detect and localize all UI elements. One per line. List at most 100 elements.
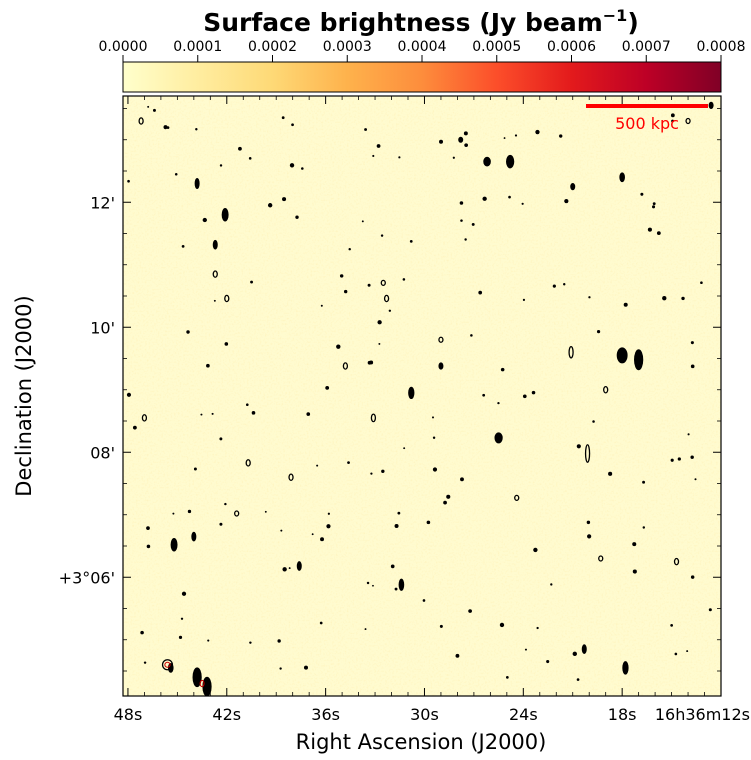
noise-contour-dot xyxy=(522,394,527,399)
noise-contour-dot xyxy=(522,298,526,301)
colorbar xyxy=(122,61,722,93)
source-contour-ring xyxy=(685,117,691,125)
x-tick-label: 16h36m12s xyxy=(655,705,750,724)
noise-contour-dot xyxy=(533,547,538,553)
source-contour-ring xyxy=(383,294,390,303)
noise-contour-dot xyxy=(524,648,527,651)
noise-contour-dot xyxy=(264,510,267,513)
noise-contour-dot xyxy=(319,621,323,625)
noise-contour-dot xyxy=(642,480,646,484)
noise-contour-dot xyxy=(320,537,324,542)
source-contour-filled xyxy=(708,101,714,109)
source-contour-ring xyxy=(598,555,604,562)
source-contour-filled xyxy=(616,347,628,364)
noise-texture xyxy=(123,96,721,696)
noise-contour-dot xyxy=(248,157,252,160)
noise-contour-dot xyxy=(280,529,283,532)
noise-contour-dot xyxy=(207,639,210,642)
source-contour-ring xyxy=(370,413,377,423)
noise-contour-dot xyxy=(550,583,553,586)
noise-contour-dot xyxy=(394,523,399,528)
source-contour-ring xyxy=(438,336,444,343)
noise-contour-dot xyxy=(147,105,150,108)
noise-contour-dot xyxy=(647,227,652,232)
noise-contour-dot xyxy=(301,167,304,170)
noise-contour-dot xyxy=(394,587,398,591)
noise-contour-dot xyxy=(500,367,505,372)
noise-contour-dot xyxy=(576,678,580,681)
noise-contour-dot xyxy=(521,202,524,205)
noise-contour-dot xyxy=(213,299,216,302)
y-tick-label: 08' xyxy=(90,443,115,462)
source-contour-ring xyxy=(141,414,148,422)
source-contour-filled xyxy=(192,667,202,688)
noise-contour-dot xyxy=(326,524,331,529)
colorbar-tick-label: 0.0004 xyxy=(398,39,447,55)
noise-contour-dot xyxy=(295,215,299,219)
noise-contour-dot xyxy=(687,433,690,436)
contour-sources xyxy=(138,101,714,696)
y-tick-label: 12' xyxy=(90,193,115,212)
noise-contour-dot xyxy=(316,464,319,467)
noise-contour-dot xyxy=(180,617,184,620)
noise-contour-dot xyxy=(152,108,156,112)
noise-contour-dot xyxy=(166,126,170,129)
noise-contour-dot xyxy=(186,330,190,334)
colorbar-title: Surface brightness (Jy beam−1) xyxy=(203,6,639,37)
colorbar-tick-label: 0.0007 xyxy=(622,39,671,55)
noise-contour-dot xyxy=(219,437,223,441)
source-contour-ring xyxy=(514,494,520,502)
noise-contour-dot xyxy=(432,467,438,472)
noise-contour-dot xyxy=(249,641,252,644)
noise-contour-dot xyxy=(652,202,656,206)
noise-contour-dot xyxy=(200,413,203,416)
noise-contour-dot xyxy=(694,478,697,481)
x-tick-label: 42s xyxy=(212,705,241,724)
noise-contour-dot xyxy=(347,461,350,465)
noise-contour-dot xyxy=(559,134,563,138)
noise-contour-dot xyxy=(181,245,185,248)
noise-contour-dot xyxy=(443,500,447,505)
noise-contour-dot xyxy=(459,201,464,205)
noise-contour-dot xyxy=(143,661,147,664)
noise-contour-dot xyxy=(531,390,536,395)
noise-contour-dot xyxy=(279,667,282,670)
noise-contour-dot xyxy=(348,247,351,251)
noise-contour-dot xyxy=(390,564,395,569)
source-contour-ring xyxy=(224,294,230,303)
source-contour-filled xyxy=(398,578,405,591)
noise-contour-dot xyxy=(640,192,644,196)
source-contour-ring xyxy=(568,345,574,359)
noise-contour-dot xyxy=(127,179,130,183)
noise-contour-dot xyxy=(514,134,518,137)
noise-contour-dot xyxy=(267,203,273,208)
noise-contour-dot xyxy=(576,444,581,449)
noise-contour-dot xyxy=(174,172,178,176)
noise-contour-dot xyxy=(343,289,348,294)
noise-contour-dot xyxy=(670,624,674,627)
noise-contour-dot xyxy=(364,628,367,631)
noise-contour-dot xyxy=(126,392,132,397)
noise-contour-dot xyxy=(140,630,144,635)
colorbar-tick-label: 0.0002 xyxy=(248,39,297,55)
noise-contour-dot xyxy=(370,472,373,475)
source-contour-filled xyxy=(634,349,644,371)
noise-contour-dot xyxy=(336,344,341,349)
noise-contour-dot xyxy=(563,282,566,286)
contour-dots xyxy=(126,105,712,681)
noise-contour-dot xyxy=(409,240,413,243)
x-tick-label: 48s xyxy=(114,705,143,724)
source-contour-ring xyxy=(380,279,386,287)
colorbar-tick-label: 0.0005 xyxy=(472,39,521,55)
noise-contour-dot xyxy=(219,164,223,167)
noise-contour-dot xyxy=(690,364,695,369)
noise-contour-dot xyxy=(376,144,381,148)
noise-contour-dot xyxy=(588,296,591,299)
noise-contour-dot xyxy=(455,653,460,658)
source-contour-filled xyxy=(408,386,415,399)
noise-contour-dot xyxy=(172,512,175,515)
noise-contour-dot xyxy=(586,520,591,525)
noise-contour-dot xyxy=(398,156,401,159)
noise-contour-dot xyxy=(132,425,137,430)
